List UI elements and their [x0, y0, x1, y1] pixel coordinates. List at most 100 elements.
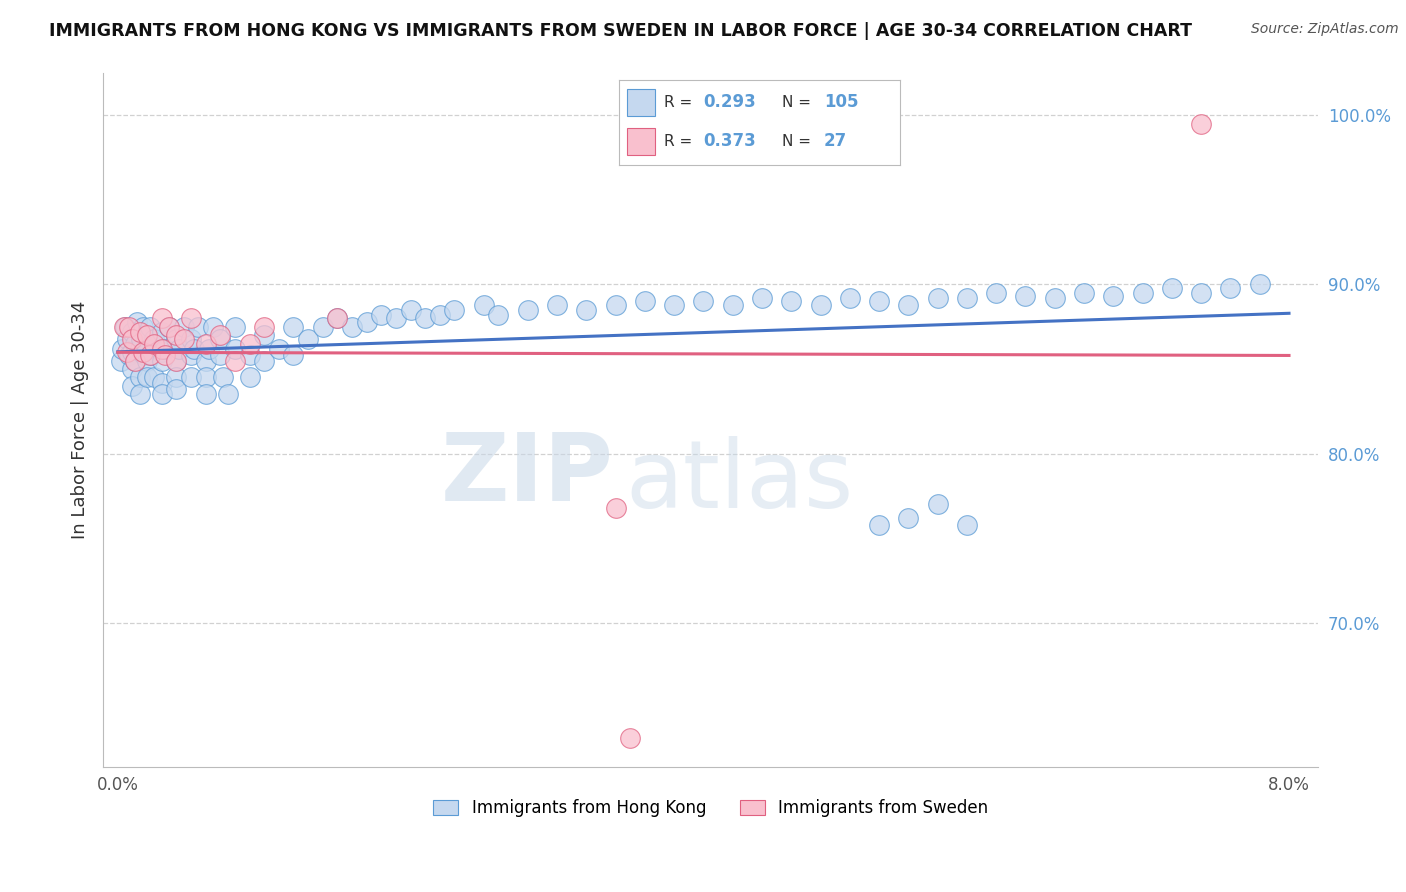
Text: ZIP: ZIP — [440, 429, 613, 521]
Y-axis label: In Labor Force | Age 30-34: In Labor Force | Age 30-34 — [72, 301, 89, 539]
Point — [173, 332, 195, 346]
Point — [751, 291, 773, 305]
Point — [224, 319, 246, 334]
Point — [486, 308, 509, 322]
Point — [153, 349, 176, 363]
Point — [143, 370, 166, 384]
Point — [385, 311, 408, 326]
Point — [150, 376, 173, 390]
Point — [253, 319, 276, 334]
Point — [128, 387, 150, 401]
Point — [110, 353, 132, 368]
Point — [121, 332, 143, 346]
Point — [165, 370, 187, 384]
Point — [253, 328, 276, 343]
Point — [516, 302, 538, 317]
Point — [114, 319, 136, 334]
Point — [986, 285, 1008, 300]
Point — [153, 342, 176, 356]
Point — [212, 370, 235, 384]
Point — [121, 362, 143, 376]
Point — [141, 349, 163, 363]
Point — [197, 342, 219, 356]
Point — [165, 382, 187, 396]
Point — [115, 345, 138, 359]
Point — [124, 353, 146, 368]
Point — [121, 345, 143, 359]
Point — [209, 349, 232, 363]
Point — [150, 342, 173, 356]
Point — [194, 353, 217, 368]
Point — [209, 332, 232, 346]
Point — [1189, 117, 1212, 131]
Text: N =: N = — [782, 134, 815, 149]
Point — [810, 298, 832, 312]
Point — [150, 325, 173, 339]
Point — [128, 370, 150, 384]
Point — [143, 332, 166, 346]
Point — [134, 349, 156, 363]
Point — [927, 291, 949, 305]
Point — [326, 311, 349, 326]
Point — [121, 379, 143, 393]
Point — [217, 387, 239, 401]
Point — [868, 294, 890, 309]
Point — [183, 342, 205, 356]
Point — [868, 517, 890, 532]
Point — [340, 319, 363, 334]
Point — [180, 311, 202, 326]
Point — [224, 353, 246, 368]
Point — [167, 342, 190, 356]
Text: atlas: atlas — [626, 436, 853, 528]
Point — [115, 332, 138, 346]
Text: R =: R = — [664, 95, 697, 110]
Bar — [627, 89, 655, 116]
Point — [136, 342, 159, 356]
Point — [150, 311, 173, 326]
Point — [131, 319, 153, 334]
Point — [238, 336, 260, 351]
Point — [283, 349, 305, 363]
Point — [165, 353, 187, 368]
Point — [128, 325, 150, 339]
Text: 27: 27 — [824, 132, 848, 150]
Point — [927, 497, 949, 511]
Point — [546, 298, 568, 312]
Point — [429, 308, 451, 322]
Text: 0.373: 0.373 — [703, 132, 756, 150]
Point — [443, 302, 465, 317]
Point — [180, 370, 202, 384]
Point — [139, 319, 162, 334]
Point — [399, 302, 422, 317]
Point — [356, 315, 378, 329]
Point — [238, 349, 260, 363]
Point — [413, 311, 436, 326]
Point — [634, 294, 657, 309]
Point — [180, 349, 202, 363]
Point — [128, 342, 150, 356]
Text: R =: R = — [664, 134, 697, 149]
Point — [312, 319, 335, 334]
Point — [136, 370, 159, 384]
Point — [283, 319, 305, 334]
Point — [136, 328, 159, 343]
Text: N =: N = — [782, 95, 815, 110]
Point — [173, 319, 195, 334]
Point — [111, 342, 134, 356]
Point — [112, 319, 135, 334]
Point — [370, 308, 392, 322]
Point — [692, 294, 714, 309]
Text: IMMIGRANTS FROM HONG KONG VS IMMIGRANTS FROM SWEDEN IN LABOR FORCE | AGE 30-34 C: IMMIGRANTS FROM HONG KONG VS IMMIGRANTS … — [49, 22, 1192, 40]
Point — [897, 511, 920, 525]
Point — [297, 332, 319, 346]
Point — [165, 332, 187, 346]
Point — [194, 336, 217, 351]
Point — [157, 319, 180, 334]
Point — [125, 315, 148, 329]
Point — [619, 731, 641, 745]
Point — [662, 298, 685, 312]
Legend: Immigrants from Hong Kong, Immigrants from Sweden: Immigrants from Hong Kong, Immigrants fr… — [427, 793, 994, 824]
Text: Source: ZipAtlas.com: Source: ZipAtlas.com — [1251, 22, 1399, 37]
Point — [1132, 285, 1154, 300]
Point — [194, 387, 217, 401]
